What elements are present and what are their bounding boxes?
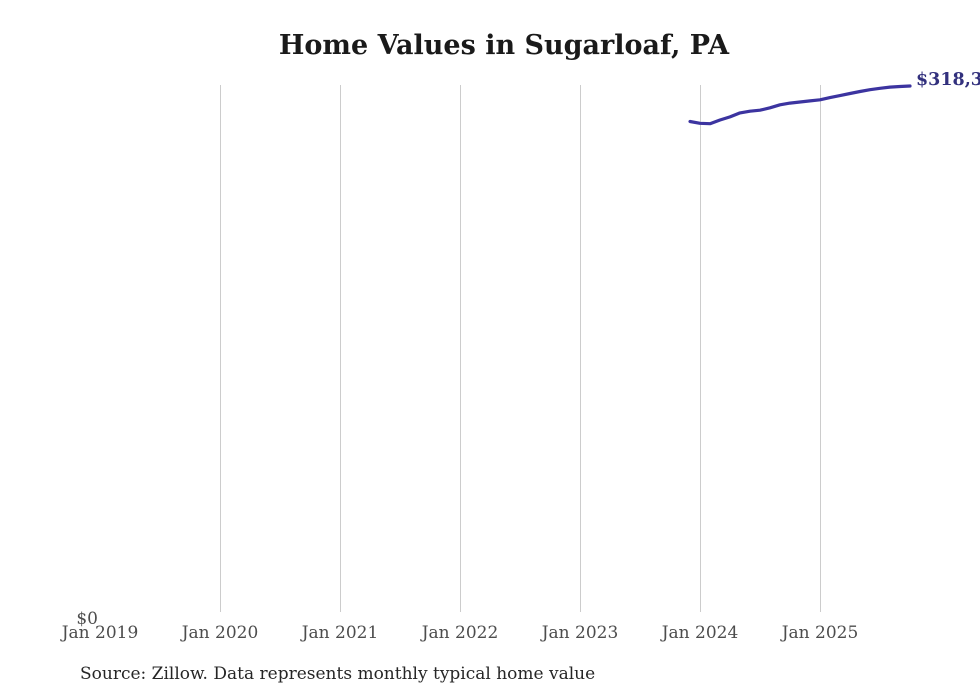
x-tick-label: Jan 2021 [301,623,379,643]
x-tick-label: Jan 2022 [421,623,499,643]
x-tick-label: Jan 2019 [61,623,139,643]
gridline-jan-2022 [459,85,461,612]
x-tick-label: Jan 2023 [541,623,619,643]
x-tick-label: Jan 2025 [781,623,859,643]
gridline-jan-2025 [819,85,821,612]
y-axis-zero-label: $0 [76,609,98,629]
value-line [688,84,912,126]
x-tick-label: Jan 2020 [181,623,259,643]
chart-title: Home Values in Sugarloaf, PA [278,30,730,61]
gridline-jan-2024 [699,85,701,612]
source-note: Source: Zillow. Data represents monthly … [80,664,596,684]
latest-value-label: $318,377 [916,70,980,90]
gridline-jan-2020 [219,85,221,612]
gridline-jan-2021 [339,85,341,612]
x-tick-label: Jan 2024 [661,623,739,643]
gridline-jan-2023 [579,85,581,612]
